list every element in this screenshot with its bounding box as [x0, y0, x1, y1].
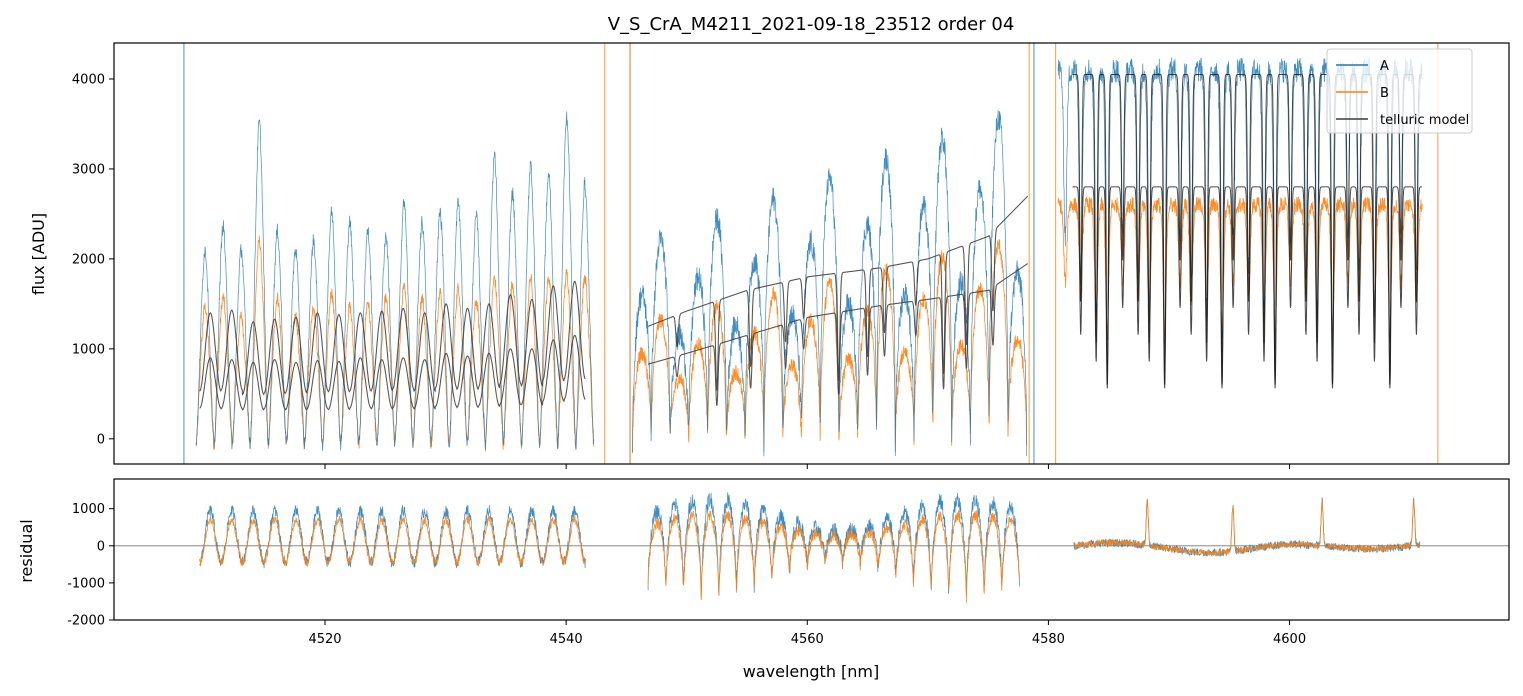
y-tick-label: 4000	[72, 72, 105, 87]
telluric-model-lower-band1	[199, 334, 586, 411]
residual-b-band3	[1073, 499, 1421, 557]
flux-y-label: flux [ADU]	[29, 213, 48, 295]
x-tick-label: 4600	[1273, 632, 1306, 647]
x-axis-label: wavelength [nm]	[743, 662, 880, 681]
legend-label-b: B	[1380, 86, 1389, 101]
residual-b-band1	[199, 515, 586, 568]
residual-y-ticks: -2000 -1000 0 1000	[67, 502, 114, 629]
y-tick-label: 0	[97, 539, 105, 554]
legend-label-telluric: telluric model	[1380, 113, 1469, 128]
x-tick-label: 4520	[308, 632, 341, 647]
flux-panel: 0 1000 2000 3000 4000 flux [ADU] A B telluri…	[29, 42, 1510, 469]
legend-label-a: A	[1380, 59, 1389, 74]
telluric-model-lower-band3	[1072, 186, 1422, 389]
series-b-band3	[1057, 196, 1423, 340]
residual-x-ticks: 4520 4540 4560 4580 4600	[308, 620, 1306, 647]
legend-box	[1326, 48, 1473, 134]
residual-panel: -2000 -1000 0 1000 4520 4540 4560 4580 4600 res…	[17, 478, 1510, 681]
flux-plot-area	[183, 43, 1439, 464]
y-tick-label: 2000	[72, 252, 105, 267]
residual-plot-area	[114, 492, 1509, 603]
series-a-band1	[195, 111, 595, 451]
chart-title: V_S_CrA_M4211_2021-09-18_23512 order 04	[608, 14, 1015, 35]
y-tick-label: 0	[97, 432, 105, 447]
series-a-band2	[632, 110, 1028, 457]
residual-b-band2	[647, 509, 1020, 603]
legend: A B telluric model	[1326, 48, 1473, 134]
telluric-model-lower-band2	[648, 263, 1028, 406]
y-tick-label: 1000	[72, 502, 105, 517]
residual-y-label: residual	[17, 519, 36, 582]
residual-panel-frame	[113, 478, 1510, 621]
y-tick-label: 3000	[72, 162, 105, 177]
x-tick-label: 4560	[791, 632, 824, 647]
y-tick-label: -2000	[67, 614, 105, 629]
y-tick-label: -1000	[67, 576, 105, 591]
x-tick-label: 4540	[550, 632, 583, 647]
flux-y-ticks: 0 1000 2000 3000 4000	[72, 72, 114, 447]
flux-panel-frame	[113, 42, 1510, 465]
flux-x-ticks	[324, 464, 1291, 469]
x-tick-label: 4580	[1032, 632, 1065, 647]
y-tick-label: 1000	[72, 342, 105, 357]
telluric-model-upper-band1	[199, 280, 586, 396]
